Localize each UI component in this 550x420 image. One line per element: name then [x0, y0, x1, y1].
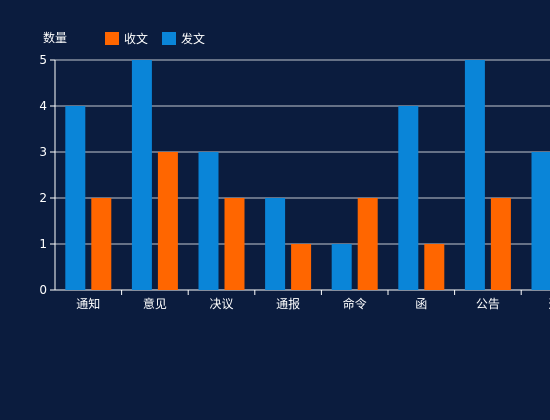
bar-sent[interactable]	[131, 60, 152, 290]
y-tick-label: 4	[39, 99, 47, 113]
y-tick-label: 3	[39, 145, 47, 159]
bar-sent[interactable]	[464, 60, 485, 290]
x-tick-label: 通报	[276, 296, 300, 311]
bar-sent[interactable]	[198, 152, 219, 290]
bar-sent[interactable]	[65, 106, 86, 290]
legend-swatch-sent	[162, 32, 177, 45]
legend-swatch-received	[105, 32, 119, 45]
legend-label-received: 收文	[124, 32, 149, 46]
legend: 收文 发文	[105, 30, 219, 47]
bar-received[interactable]	[424, 244, 445, 290]
bar-received[interactable]	[224, 198, 245, 290]
bar-received[interactable]	[357, 198, 378, 290]
x-tick-label: 命令	[343, 296, 367, 311]
bar-received[interactable]	[91, 198, 112, 290]
bar-received[interactable]	[490, 198, 511, 290]
x-tick-label: 通	[548, 297, 550, 311]
bar-sent[interactable]	[398, 106, 419, 290]
legend-label-sent: 发文	[181, 32, 206, 46]
bar-received[interactable]	[157, 152, 178, 290]
y-tick-label: 5	[39, 53, 47, 67]
y-tick-label: 2	[39, 191, 47, 205]
legend-item-sent[interactable]: 发文	[162, 30, 205, 47]
y-axis-title: 数量	[43, 31, 68, 45]
x-tick-label: 通知	[76, 297, 100, 311]
bar-sent[interactable]	[531, 152, 550, 290]
x-tick-label: 意见	[143, 296, 167, 311]
y-tick-label: 1	[39, 237, 47, 251]
bar-sent[interactable]	[265, 198, 286, 290]
x-tick-label: 公告	[476, 297, 500, 311]
x-tick-label: 函	[415, 297, 427, 311]
x-tick-label: 决议	[209, 297, 233, 311]
bar-sent[interactable]	[331, 244, 352, 290]
y-tick-label: 0	[39, 283, 47, 297]
legend-item-received[interactable]: 收文	[105, 30, 148, 47]
bar-received[interactable]	[291, 244, 312, 290]
